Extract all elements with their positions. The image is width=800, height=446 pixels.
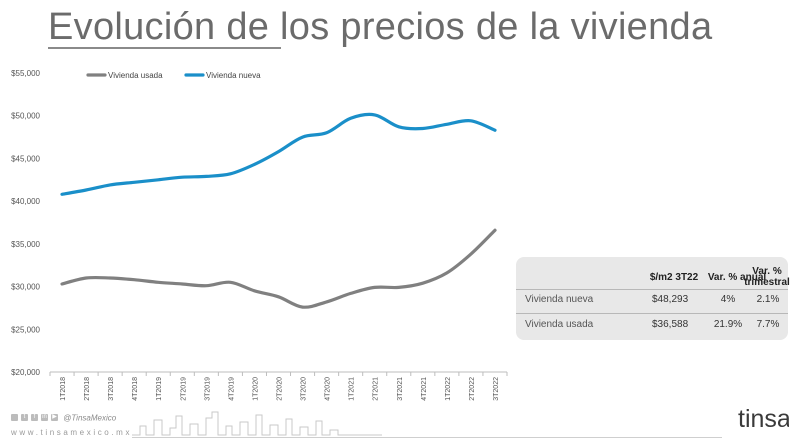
y-tick-label: $20,000 <box>11 368 40 377</box>
y-tick-label: $50,000 <box>11 112 40 121</box>
summary-row-quarterly: 2.1% <box>756 294 780 305</box>
summary-row-quarterly: 7.7% <box>756 319 780 330</box>
x-tick-label: 3T2019 <box>204 377 211 401</box>
title-underline <box>48 47 281 49</box>
x-tick-label: 4T2018 <box>132 377 139 401</box>
series-line-0 <box>60 228 497 309</box>
footer-divider <box>132 437 722 438</box>
website-link[interactable]: www.tinsamexico.mx <box>11 428 133 437</box>
y-tick-label: $55,000 <box>11 69 40 78</box>
y-tick-label: $25,000 <box>11 325 40 334</box>
y-tick-label: $30,000 <box>11 283 40 292</box>
summary-row-annual: 21.9% <box>713 319 743 330</box>
summary-row-label: Vivienda nueva <box>525 294 594 305</box>
x-tick-label: 1T2019 <box>156 377 163 401</box>
x-tick-label: 3T2020 <box>301 377 308 401</box>
summary-separator <box>516 313 788 314</box>
y-tick-label: $45,000 <box>11 154 40 163</box>
x-tick-label: 1T2020 <box>252 377 259 401</box>
summary-header-quarterly: Var. % trimestral <box>744 266 790 288</box>
youtube-icon[interactable]: ▶ <box>51 414 58 422</box>
summary-row-annual: 4% <box>720 294 736 305</box>
legend-label: Vivienda usada <box>108 71 163 80</box>
x-tick-label: 1T2021 <box>349 377 356 401</box>
summary-header-price: $/m2 3T22 <box>649 271 699 283</box>
x-tick-label: 1T2022 <box>445 377 452 401</box>
x-tick-label: 3T2021 <box>397 377 404 401</box>
social-bar: t f in ▶ @TinsaMexico <box>11 413 116 422</box>
x-tick-label: 4T2021 <box>421 377 428 401</box>
x-tick-label: 3T2022 <box>493 377 500 401</box>
x-tick-label: 2T2019 <box>180 377 187 401</box>
linkedin-icon[interactable]: in <box>41 414 48 422</box>
summary-row-price: $36,588 <box>652 319 689 330</box>
x-tick-label: 3T2018 <box>108 377 115 401</box>
series-line-1 <box>60 112 497 196</box>
skyline-decoration <box>132 411 382 436</box>
summary-separator <box>516 289 788 290</box>
summary-table: $/m2 3T22 Var. % anual Var. % trimestral… <box>516 257 790 340</box>
page-title: Evolución de los precios de la vivienda <box>48 6 713 48</box>
y-tick-label: $35,000 <box>11 240 40 249</box>
x-tick-label: 2T2022 <box>469 377 476 401</box>
social-handle[interactable]: @TinsaMexico <box>63 413 117 423</box>
x-tick-label: 2T2020 <box>277 377 284 401</box>
x-tick-label: 4T2019 <box>228 377 235 401</box>
legend-label: Vivienda nueva <box>206 71 261 80</box>
x-tick-label: 2T2018 <box>84 377 91 401</box>
summary-row-label: Vivienda usada <box>525 319 594 330</box>
summary-row-price: $48,293 <box>652 294 689 305</box>
facebook-icon[interactable]: f <box>31 414 38 422</box>
svg-text:tinsa: tinsa <box>738 405 789 433</box>
tinsa-logo: tinsa <box>738 405 789 433</box>
x-tick-label: 4T2020 <box>325 377 332 401</box>
square-icon[interactable] <box>11 414 18 422</box>
y-tick-label: $40,000 <box>11 197 40 206</box>
x-tick-label: 2T2021 <box>373 377 380 401</box>
twitter-icon[interactable]: t <box>21 414 28 422</box>
summary-header-annual: Var. % anual <box>707 271 767 283</box>
x-tick-label: 1T2018 <box>60 377 67 401</box>
